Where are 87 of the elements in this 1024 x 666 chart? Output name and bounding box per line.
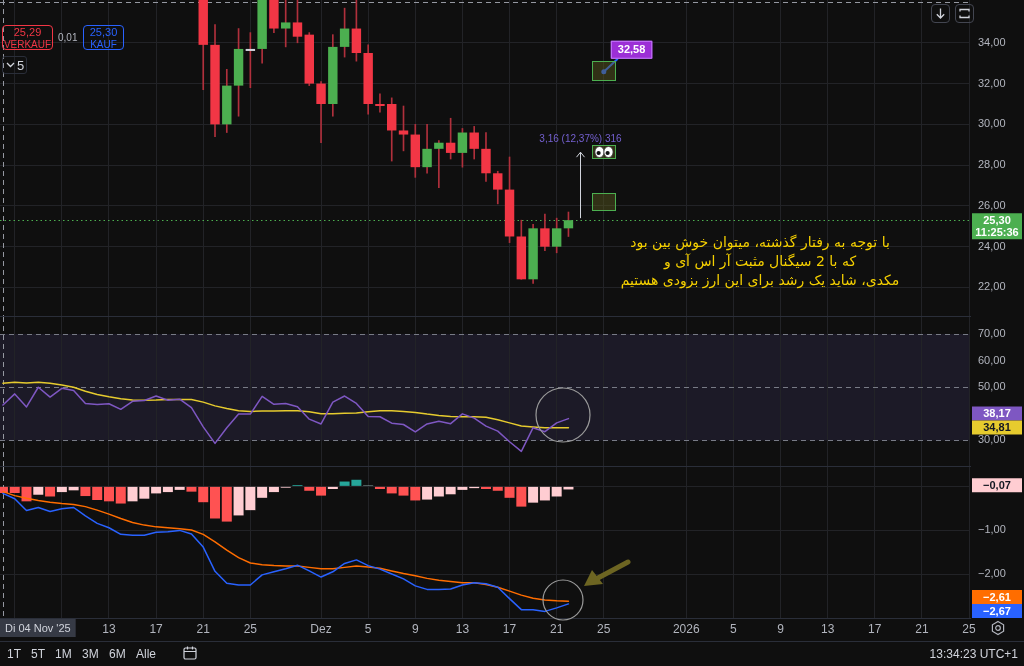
- annotation: 25,29: [12, 26, 43, 38]
- bar: [9, 486, 20, 493]
- bar: [528, 486, 539, 503]
- bar: [103, 486, 114, 502]
- x-tick-label: 5: [730, 621, 738, 636]
- y-tick-label: 60,00: [978, 353, 1006, 366]
- text: 13:34:23 UTC+1: [929, 647, 1018, 661]
- bar: [33, 486, 44, 495]
- text: 3M: [82, 647, 99, 661]
- text: 38,17: [983, 406, 1011, 419]
- y-tick-label: 32,00: [978, 76, 1006, 89]
- y-tick-label: 26,00: [978, 198, 1006, 211]
- text: 34,81: [983, 420, 1011, 433]
- y-tick-label: 30,00: [978, 117, 1006, 130]
- text: 5T: [31, 647, 46, 661]
- bar: [304, 486, 315, 491]
- bar: [327, 486, 338, 490]
- x-tick-label: 13: [455, 621, 470, 636]
- x-tick-label: 9: [411, 621, 419, 636]
- annotation: 3,16 (12,37%) 316: [539, 132, 623, 144]
- ref-line-label: 25,30 11:25:36: [975, 213, 1019, 238]
- annotation: با توجه به رفتار گذشته، میتوان خوش بین بود که با 2 سیگنال مثبت آر اس آی و مکدی، شاید یک رشد برای این ارز بزودی هستیم: [620, 233, 900, 290]
- y-tick-label: 22,00: [978, 280, 1006, 293]
- x-tick-label: 9: [777, 621, 785, 636]
- x-tick-label: Dez: [310, 621, 332, 636]
- bar: [80, 486, 91, 497]
- text: −2,67: [983, 604, 1011, 617]
- bar: [210, 486, 221, 519]
- x-tick-label: 25: [597, 621, 611, 636]
- annotation: VERKAUF: [3, 39, 52, 50]
- bar: [115, 486, 126, 504]
- bar: [386, 486, 397, 494]
- text: 1M: [55, 647, 72, 661]
- x-tick-label: 21: [915, 621, 929, 636]
- annotation: 32,58: [617, 43, 646, 56]
- text: −2,61: [983, 590, 1011, 603]
- x-tick-label: 17: [868, 621, 882, 636]
- bar: [45, 486, 56, 497]
- candlestick: [375, 93, 385, 113]
- bar: [480, 486, 491, 490]
- buy-button: 25,30 KAUF: [83, 25, 124, 50]
- bar: [186, 486, 197, 492]
- bar: [539, 486, 550, 501]
- x-tick-label: 21: [196, 621, 211, 636]
- bar: [492, 486, 503, 491]
- bar: [268, 486, 279, 493]
- text: Alle: [136, 647, 157, 661]
- annotation: 0,01: [58, 32, 78, 43]
- bar: [316, 486, 327, 496]
- bar: [92, 486, 103, 501]
- x-tick-label: 21: [549, 621, 564, 636]
- annotation: 5: [17, 58, 25, 73]
- x-tick-label: 2026: [672, 621, 700, 636]
- bar: [422, 486, 433, 500]
- y-tick-label: 24,00: [978, 239, 1006, 252]
- x-tick-label: 17: [149, 621, 164, 636]
- bar: [151, 486, 162, 494]
- annotation: 25,30: [88, 26, 119, 38]
- y-tick-label: 70,00: [978, 327, 1006, 340]
- x-tick-label: 13: [820, 621, 835, 636]
- x-tick-label: 25: [243, 621, 258, 636]
- bar: [433, 486, 444, 497]
- y-tick-label: −1,00: [978, 523, 1006, 536]
- sell-button: 25,29 VERKAUF: [2, 25, 53, 50]
- x-tick-label: 25: [962, 621, 977, 636]
- ref-line-label: Di 04 Nov '25: [5, 621, 71, 634]
- bar: [56, 486, 67, 493]
- y-tick-label: 34,00: [978, 35, 1006, 48]
- y-tick-label: 30,00: [978, 433, 1006, 446]
- bar: [221, 486, 232, 522]
- bar: [162, 486, 173, 493]
- annotation: KAUF: [89, 39, 118, 50]
- text: 6M: [109, 647, 126, 661]
- y-tick-label: 50,00: [978, 380, 1006, 393]
- candlestick: [434, 140, 444, 188]
- bar: [374, 486, 385, 490]
- x-tick-label: 17: [502, 621, 517, 636]
- text: −0,07: [983, 478, 1011, 491]
- y-tick-label: 28,00: [978, 158, 1006, 171]
- bar: [198, 486, 209, 503]
- x-tick-label: 13: [102, 621, 116, 636]
- x-tick-label: 5: [364, 621, 372, 636]
- bar: [257, 486, 268, 498]
- y-tick-label: −2,00: [978, 567, 1006, 580]
- bar: [174, 486, 185, 490]
- text: 1T: [7, 647, 22, 661]
- candlestick: [280, 0, 291, 48]
